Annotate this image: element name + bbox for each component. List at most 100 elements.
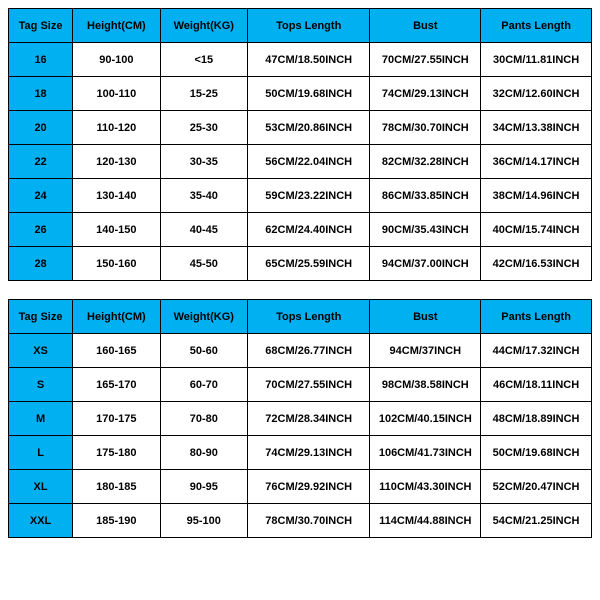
- cell: 18: [9, 77, 73, 111]
- col-bust: Bust: [370, 300, 481, 334]
- size-table-adults: Tag Size Height(CM) Weight(KG) Tops Leng…: [8, 299, 592, 538]
- cell: 70-80: [160, 402, 247, 436]
- table-row: M170-17570-8072CM/28.34INCH102CM/40.15IN…: [9, 402, 592, 436]
- table-row: 28150-16045-5065CM/25.59INCH94CM/37.00IN…: [9, 247, 592, 281]
- cell: 180-185: [73, 470, 160, 504]
- cell: 94CM/37INCH: [370, 334, 481, 368]
- cell: 140-150: [73, 213, 160, 247]
- col-tops-length: Tops Length: [248, 300, 370, 334]
- cell: 47CM/18.50INCH: [248, 43, 370, 77]
- col-pants-length: Pants Length: [481, 9, 592, 43]
- cell: 110CM/43.30INCH: [370, 470, 481, 504]
- table-body: XS160-16550-6068CM/26.77INCH94CM/37INCH4…: [9, 334, 592, 538]
- cell: XS: [9, 334, 73, 368]
- table-row: 22120-13030-3556CM/22.04INCH82CM/32.28IN…: [9, 145, 592, 179]
- cell: 86CM/33.85INCH: [370, 179, 481, 213]
- cell: 60-70: [160, 368, 247, 402]
- size-table-kids: Tag Size Height(CM) Weight(KG) Tops Leng…: [8, 8, 592, 281]
- cell: 74CM/29.13INCH: [370, 77, 481, 111]
- cell: 50-60: [160, 334, 247, 368]
- cell: 30CM/11.81INCH: [481, 43, 592, 77]
- cell: 15-25: [160, 77, 247, 111]
- cell: M: [9, 402, 73, 436]
- col-tag-size: Tag Size: [9, 9, 73, 43]
- cell: 100-110: [73, 77, 160, 111]
- cell: 24: [9, 179, 73, 213]
- cell: 70CM/27.55INCH: [248, 368, 370, 402]
- table-gap: [8, 281, 592, 299]
- cell: 22: [9, 145, 73, 179]
- cell: 110-120: [73, 111, 160, 145]
- cell: 54CM/21.25INCH: [481, 504, 592, 538]
- cell: 82CM/32.28INCH: [370, 145, 481, 179]
- col-pants-length: Pants Length: [481, 300, 592, 334]
- cell: 16: [9, 43, 73, 77]
- header-row: Tag Size Height(CM) Weight(KG) Tops Leng…: [9, 9, 592, 43]
- col-tag-size: Tag Size: [9, 300, 73, 334]
- cell: 90CM/35.43INCH: [370, 213, 481, 247]
- col-tops-length: Tops Length: [248, 9, 370, 43]
- cell: 44CM/17.32INCH: [481, 334, 592, 368]
- cell: 68CM/26.77INCH: [248, 334, 370, 368]
- cell: 74CM/29.13INCH: [248, 436, 370, 470]
- table-row: XL180-18590-9576CM/29.92INCH110CM/43.30I…: [9, 470, 592, 504]
- cell: 38CM/14.96INCH: [481, 179, 592, 213]
- cell: 25-30: [160, 111, 247, 145]
- col-bust: Bust: [370, 9, 481, 43]
- cell: 56CM/22.04INCH: [248, 145, 370, 179]
- cell: 78CM/30.70INCH: [248, 504, 370, 538]
- cell: 102CM/40.15INCH: [370, 402, 481, 436]
- cell: 53CM/20.86INCH: [248, 111, 370, 145]
- cell: 46CM/18.11INCH: [481, 368, 592, 402]
- table-row: 20110-12025-3053CM/20.86INCH78CM/30.70IN…: [9, 111, 592, 145]
- cell: 40CM/15.74INCH: [481, 213, 592, 247]
- cell: 50CM/19.68INCH: [248, 77, 370, 111]
- cell: 114CM/44.88INCH: [370, 504, 481, 538]
- table-body: 1690-100<1547CM/18.50INCH70CM/27.55INCH3…: [9, 43, 592, 281]
- cell: 40-45: [160, 213, 247, 247]
- cell: 30-35: [160, 145, 247, 179]
- cell: 34CM/13.38INCH: [481, 111, 592, 145]
- cell: XL: [9, 470, 73, 504]
- table-row: 24130-14035-4059CM/23.22INCH86CM/33.85IN…: [9, 179, 592, 213]
- cell: 76CM/29.92INCH: [248, 470, 370, 504]
- col-weight: Weight(KG): [160, 9, 247, 43]
- header-row: Tag Size Height(CM) Weight(KG) Tops Leng…: [9, 300, 592, 334]
- cell: 48CM/18.89INCH: [481, 402, 592, 436]
- table-row: 1690-100<1547CM/18.50INCH70CM/27.55INCH3…: [9, 43, 592, 77]
- table-row: XS160-16550-6068CM/26.77INCH94CM/37INCH4…: [9, 334, 592, 368]
- table-row: 18100-11015-2550CM/19.68INCH74CM/29.13IN…: [9, 77, 592, 111]
- cell: 98CM/38.58INCH: [370, 368, 481, 402]
- col-height: Height(CM): [73, 300, 160, 334]
- cell: 160-165: [73, 334, 160, 368]
- cell: 175-180: [73, 436, 160, 470]
- cell: 94CM/37.00INCH: [370, 247, 481, 281]
- cell: 36CM/14.17INCH: [481, 145, 592, 179]
- cell: 35-40: [160, 179, 247, 213]
- cell: 42CM/16.53INCH: [481, 247, 592, 281]
- cell: 150-160: [73, 247, 160, 281]
- cell: 170-175: [73, 402, 160, 436]
- table-row: 26140-15040-4562CM/24.40INCH90CM/35.43IN…: [9, 213, 592, 247]
- cell: 165-170: [73, 368, 160, 402]
- cell: 80-90: [160, 436, 247, 470]
- cell: 72CM/28.34INCH: [248, 402, 370, 436]
- table-row: S165-17060-7070CM/27.55INCH98CM/38.58INC…: [9, 368, 592, 402]
- cell: 28: [9, 247, 73, 281]
- cell: L: [9, 436, 73, 470]
- cell: <15: [160, 43, 247, 77]
- col-height: Height(CM): [73, 9, 160, 43]
- cell: 120-130: [73, 145, 160, 179]
- cell: XXL: [9, 504, 73, 538]
- cell: 90-95: [160, 470, 247, 504]
- cell: 20: [9, 111, 73, 145]
- cell: 65CM/25.59INCH: [248, 247, 370, 281]
- cell: 106CM/41.73INCH: [370, 436, 481, 470]
- cell: S: [9, 368, 73, 402]
- table-row: XXL185-19095-10078CM/30.70INCH114CM/44.8…: [9, 504, 592, 538]
- cell: 52CM/20.47INCH: [481, 470, 592, 504]
- cell: 70CM/27.55INCH: [370, 43, 481, 77]
- cell: 59CM/23.22INCH: [248, 179, 370, 213]
- cell: 50CM/19.68INCH: [481, 436, 592, 470]
- cell: 95-100: [160, 504, 247, 538]
